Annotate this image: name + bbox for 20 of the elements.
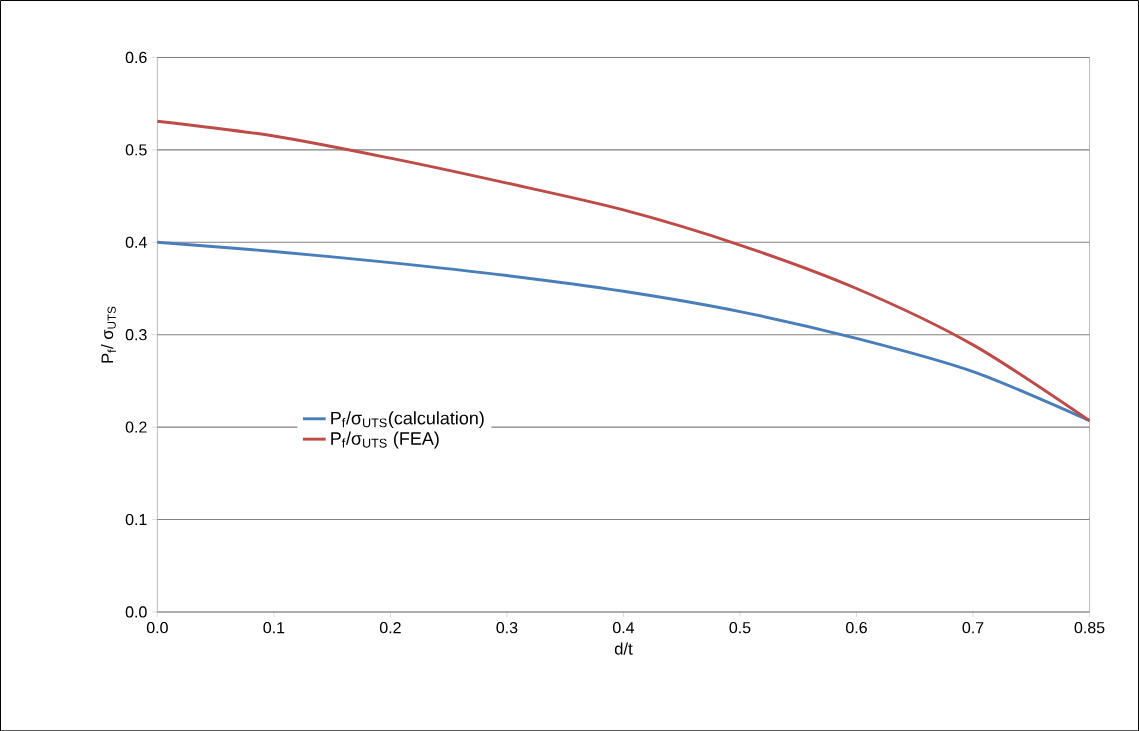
x-tick-label: 0.0 — [146, 621, 168, 634]
x-tick-label: 0.7 — [962, 621, 984, 634]
x-axis-title: d/t — [614, 642, 633, 655]
y-tick-label: 0.3 — [125, 328, 147, 341]
x-tick-label: 0.5 — [729, 621, 751, 634]
x-tick-label: 0.6 — [846, 621, 867, 634]
legend-label: P$_{f}$/σ$_{UTS}$(calculation) — [331, 411, 484, 428]
y-axis-title: P$_{f}$/ σ$_{UTS}$ — [100, 306, 116, 363]
x-tick-label: 0.85 — [1074, 621, 1105, 634]
y-tick-label: 0.5 — [125, 144, 147, 156]
legend-label: P$_{f}$/σ$_{UTS}$ (FEA) — [331, 431, 439, 449]
y-tick-label: 0.0 — [125, 606, 147, 618]
x-tick-label: 0.3 — [496, 621, 518, 634]
y-tick-label: 0.2 — [125, 421, 147, 433]
x-tick-label: 0.4 — [612, 621, 635, 634]
x-tick-label: 0.2 — [379, 621, 401, 634]
y-tick-label: 0.6 — [125, 51, 147, 63]
y-tick-label: 0.4 — [125, 236, 147, 248]
x-tick-label: 0.1 — [263, 621, 285, 634]
y-tick-label: 0.1 — [125, 513, 147, 526]
